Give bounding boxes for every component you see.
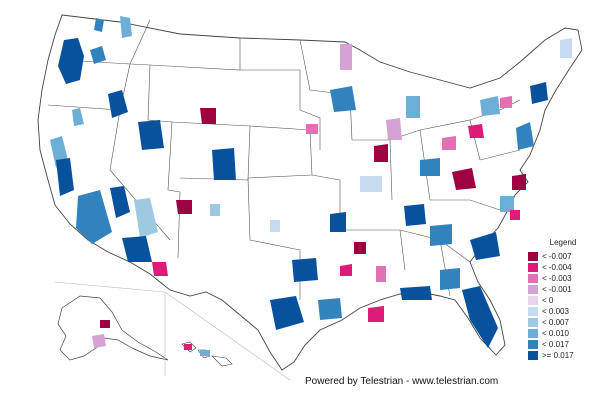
legend-swatch <box>528 296 538 305</box>
legend-item: < -0.003 <box>528 273 598 284</box>
legend-rows: < -0.007 < -0.004 < -0.003 < -0.001 < 0 < 0.0… <box>528 251 598 361</box>
legend-label: < 0.017 <box>542 340 569 349</box>
legend-swatch <box>528 252 538 261</box>
legend-item: < 0.007 <box>528 317 598 328</box>
legend-swatch <box>528 274 538 283</box>
legend-label: >= 0.017 <box>542 351 574 360</box>
legend-item: < 0 <box>528 295 598 306</box>
inset-divider <box>164 291 291 381</box>
legend-swatch <box>528 307 538 316</box>
legend-label: < 0.010 <box>542 329 569 338</box>
legend-item: < 0.010 <box>528 328 598 339</box>
legend-swatch <box>528 263 538 272</box>
legend-swatch <box>528 318 538 327</box>
legend-swatch <box>528 340 538 349</box>
legend-label: < -0.001 <box>542 285 572 294</box>
legend-swatch <box>528 285 538 294</box>
inset-divider <box>54 281 166 293</box>
legend-label: < -0.004 <box>542 263 572 272</box>
legend-swatch <box>528 351 538 360</box>
legend-swatch <box>528 329 538 338</box>
legend-label: < 0 <box>542 296 554 305</box>
legend-label: < -0.003 <box>542 274 572 283</box>
legend-item: < -0.001 <box>528 284 598 295</box>
legend-item: < -0.004 <box>528 262 598 273</box>
footer-credit: Powered by Telestrian - www.telestrian.c… <box>305 376 499 387</box>
legend-label: < -0.007 <box>542 252 572 261</box>
legend-label: < 0.007 <box>542 318 569 327</box>
legend-item: >= 0.017 <box>528 350 598 361</box>
legend-item: < -0.007 <box>528 251 598 262</box>
legend-item: < 0.003 <box>528 306 598 317</box>
legend: Legend < -0.007 < -0.004 < -0.003 < -0.001 <… <box>528 238 598 361</box>
legend-title: Legend <box>549 238 577 247</box>
legend-item: < 0.017 <box>528 339 598 350</box>
alaska-outline <box>57 295 169 361</box>
metro-areas <box>50 16 572 356</box>
legend-label: < 0.003 <box>542 307 569 316</box>
